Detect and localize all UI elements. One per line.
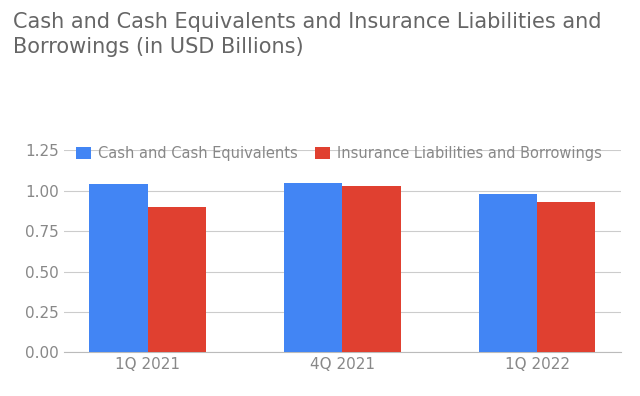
Bar (148, 207, 206, 352)
Text: Cash and Cash Equivalents and Insurance Liabilities and
Borrowings (in USD Billi: Cash and Cash Equivalents and Insurance … (13, 12, 602, 57)
Bar (537, 202, 595, 352)
Legend: Cash and Cash Equivalents, Insurance Liabilities and Borrowings: Cash and Cash Equivalents, Insurance Lia… (70, 140, 608, 167)
Bar (479, 194, 537, 352)
Bar (90, 185, 148, 352)
Bar (284, 183, 342, 352)
Bar (342, 186, 401, 352)
